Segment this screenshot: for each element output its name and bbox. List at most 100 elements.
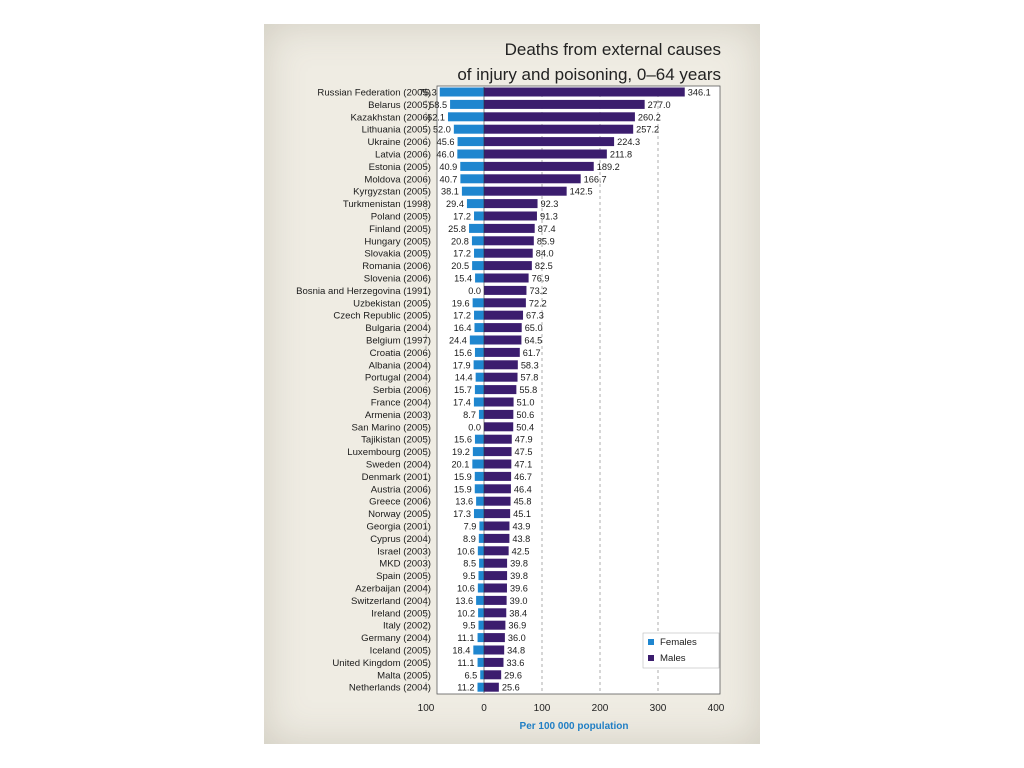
- category-label: Sweden (2004): [366, 460, 431, 471]
- value-label-males: 346.1: [688, 88, 711, 98]
- bar-females: [472, 447, 484, 457]
- bar-males: [484, 211, 537, 221]
- bar-males: [484, 137, 615, 147]
- bar-males: [484, 199, 538, 209]
- value-label-females: 15.6: [454, 348, 472, 358]
- category-label: Armenia (2003): [365, 410, 431, 421]
- value-label-females: 29.4: [446, 199, 464, 209]
- bar-males: [484, 422, 514, 432]
- value-label-males: 65.0: [525, 323, 543, 333]
- value-label-females: 46.0: [436, 150, 454, 160]
- bar-females: [460, 174, 484, 184]
- legend-box: [642, 632, 720, 669]
- category-label: Latvia (2006): [375, 150, 431, 161]
- value-label-males: 39.6: [510, 584, 528, 594]
- value-label-males: 277.0: [648, 100, 671, 110]
- category-label: Azerbaijan (2004): [355, 584, 431, 595]
- category-label: Estonia (2005): [369, 162, 431, 173]
- value-label-males: 166.7: [584, 174, 607, 184]
- value-label-males: 61.7: [523, 348, 541, 358]
- value-label-females: 17.2: [453, 249, 471, 259]
- bar-males: [484, 583, 507, 593]
- bars: [439, 87, 685, 693]
- chart-title-line-1: Deaths from external causes: [505, 40, 721, 59]
- category-labels: Russian Federation (2005)Belarus (2005)K…: [296, 88, 431, 694]
- value-label-males: 39.0: [510, 596, 528, 606]
- value-label-females: 19.2: [452, 447, 470, 457]
- value-label-females: 7.9: [464, 522, 477, 532]
- value-labels: 76.3 346.1 58.5 277.0 62.1 260.2 52.0 257.2 45.6…: [419, 88, 711, 693]
- value-label-males: 47.5: [515, 447, 533, 457]
- bar-males: [484, 248, 533, 258]
- bar-males: [484, 558, 508, 568]
- value-label-females: 62.1: [427, 112, 445, 122]
- bar-females: [474, 484, 484, 494]
- legend: Females Males: [642, 632, 720, 669]
- category-label: Uzbekistan (2005): [353, 298, 431, 309]
- category-label: Ukraine (2006): [368, 137, 431, 148]
- bar-males: [484, 310, 524, 320]
- bar-females: [478, 533, 484, 543]
- value-label-females: 11.2: [457, 683, 474, 693]
- gridlines: [425, 88, 659, 692]
- bar-males: [484, 285, 527, 295]
- legend-label-males: Males: [660, 653, 686, 664]
- bar-males: [484, 124, 634, 134]
- category-label: Serbia (2006): [373, 385, 431, 396]
- value-label-females: 19.6: [452, 298, 470, 308]
- bar-males: [484, 620, 506, 630]
- bar-males: [484, 87, 685, 97]
- value-label-females: 11.1: [457, 658, 474, 668]
- value-label-females: 45.6: [437, 137, 455, 147]
- value-label-females: 58.5: [429, 100, 447, 110]
- bar-females: [475, 273, 484, 283]
- value-label-females: 15.6: [454, 435, 472, 445]
- value-label-females: 13.6: [455, 596, 473, 606]
- value-label-females: 17.9: [453, 360, 471, 370]
- bar-females: [439, 87, 484, 97]
- value-label-females: 38.1: [441, 187, 459, 197]
- bar-females: [472, 298, 484, 308]
- bar-females: [466, 199, 484, 209]
- category-label: Italy (2002): [383, 621, 431, 632]
- category-label: Netherlands (2004): [349, 683, 431, 694]
- category-label: Bosnia and Herzegovina (1991): [296, 286, 431, 297]
- value-label-males: 38.4: [509, 608, 527, 618]
- value-label-males: 45.1: [513, 509, 531, 519]
- value-label-females: 9.5: [463, 571, 476, 581]
- value-label-females: 15.7: [454, 385, 472, 395]
- bar-females: [477, 583, 484, 593]
- value-label-males: 43.8: [512, 534, 530, 544]
- value-label-males: 73.2: [529, 286, 547, 296]
- category-label: France (2004): [371, 398, 431, 409]
- bar-males: [484, 533, 510, 543]
- value-label-females: 20.5: [451, 261, 469, 271]
- bar-males: [484, 670, 502, 680]
- x-tick-label: 200: [592, 703, 609, 714]
- bar-males: [484, 509, 511, 519]
- value-label-females: 13.6: [455, 497, 473, 507]
- bar-males: [484, 298, 526, 308]
- x-axis-label: Per 100 000 population: [520, 721, 629, 732]
- value-label-males: 25.6: [502, 683, 520, 693]
- value-label-males: 72.2: [529, 298, 547, 308]
- value-label-males: 57.8: [521, 373, 539, 383]
- value-label-females: 6.5: [464, 670, 477, 680]
- value-label-females: 17.2: [453, 311, 471, 321]
- category-label: Norway (2005): [368, 509, 431, 520]
- bar-males: [484, 657, 504, 667]
- bar-females: [473, 397, 484, 407]
- category-label: Kazakhstan (2006): [350, 112, 431, 123]
- bar-females: [480, 670, 484, 680]
- value-label-females: 76.3: [419, 88, 437, 98]
- value-label-females: 15.4: [454, 274, 472, 284]
- bar-females: [474, 211, 484, 221]
- legend-label-females: Females: [660, 637, 697, 648]
- value-label-males: 76.9: [532, 274, 550, 284]
- bar-females: [457, 149, 484, 159]
- value-label-males: 64.5: [524, 336, 542, 346]
- value-label-females: 0.0: [468, 286, 481, 296]
- value-label-females: 10.6: [457, 584, 475, 594]
- category-label: MKD (2003): [379, 559, 431, 570]
- bar-females: [475, 372, 484, 382]
